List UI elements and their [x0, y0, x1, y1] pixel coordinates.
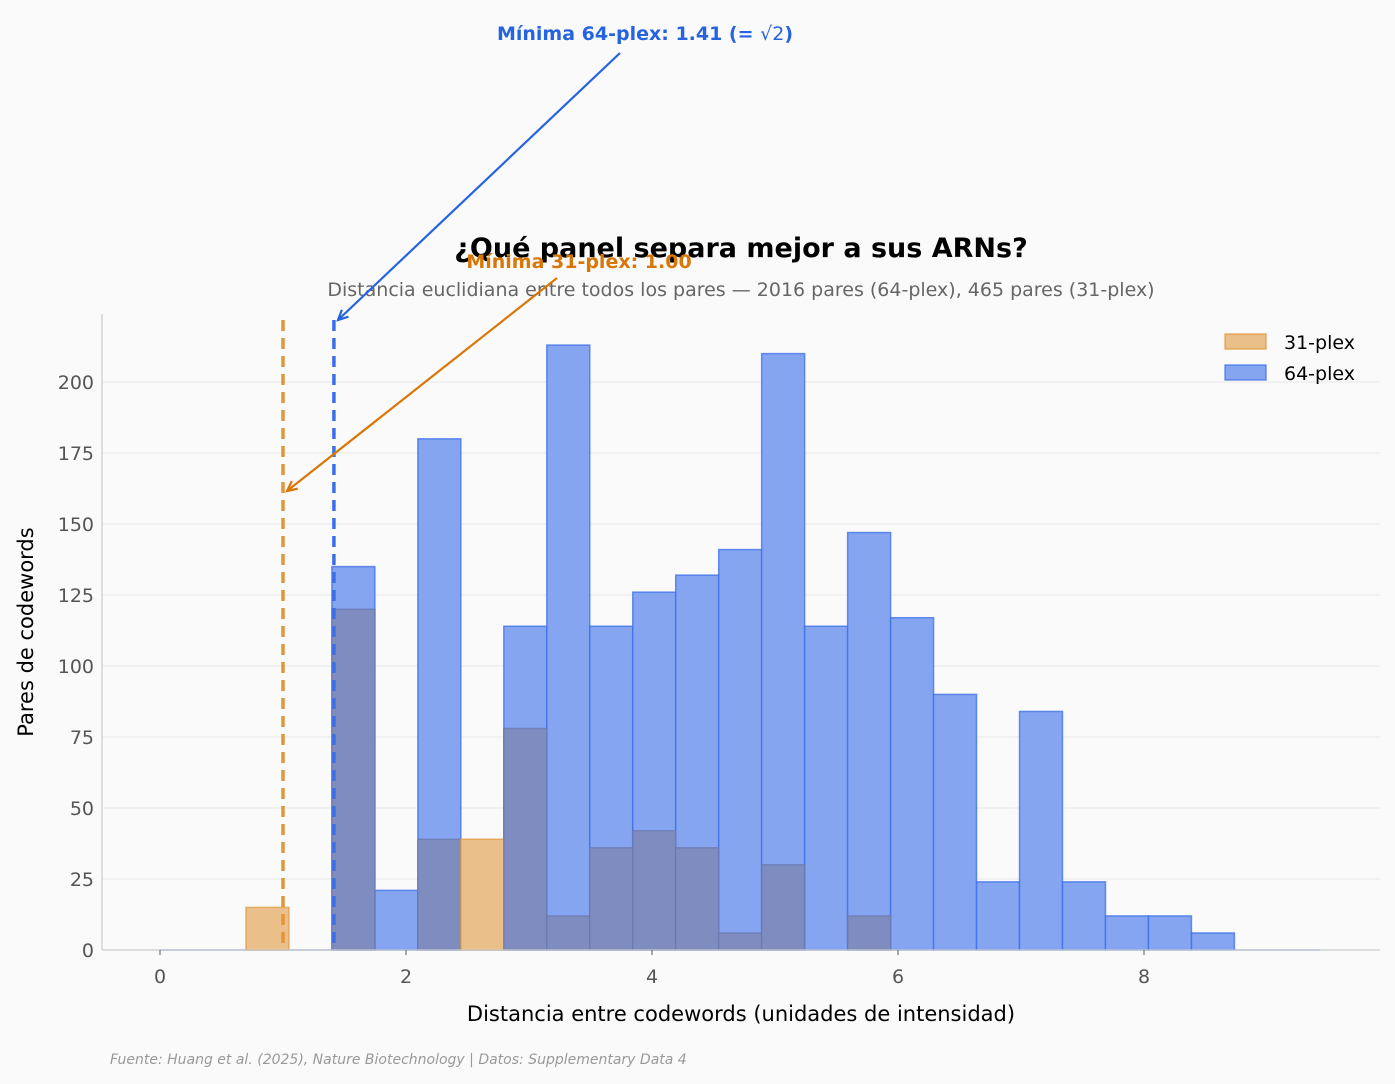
y-tick-label: 200 — [58, 372, 94, 394]
legend-swatch — [1224, 333, 1267, 350]
histogram-bar — [1147, 915, 1193, 951]
y-tick-label: 100 — [58, 656, 94, 678]
y-tick-label: 25 — [70, 869, 94, 891]
x-tick-label: 6 — [892, 966, 904, 988]
y-tick-label: 75 — [70, 727, 94, 749]
legend-swatch — [1224, 364, 1267, 381]
histogram-bar — [546, 344, 591, 951]
source-footer: Fuente: Huang et al. (2025), Nature Biot… — [110, 1052, 687, 1068]
legend: 31-plex 64-plex — [1224, 332, 1355, 385]
chart-subtitle: Distancia euclidiana entre todos los par… — [327, 279, 1154, 301]
annotation-31-plex: Mínima 31-plex: 1.00 — [466, 251, 691, 273]
histogram-bar — [846, 531, 892, 951]
y-tick-label: 0 — [82, 940, 94, 962]
legend-label: 31-plex — [1284, 332, 1355, 354]
histogram-bar — [975, 881, 1021, 951]
legend-label: 64-plex — [1284, 363, 1355, 385]
annotation-64-plex: Mínima 64-plex: 1.41 (= √2) — [497, 23, 793, 45]
histogram-bar — [846, 915, 892, 951]
histogram-bar — [245, 906, 290, 951]
x-tick-label: 8 — [1138, 966, 1150, 988]
histogram-bar — [546, 915, 591, 951]
histogram-bar — [760, 864, 806, 951]
histogram-bar — [803, 625, 849, 951]
x-tick-label: 0 — [154, 966, 166, 988]
arrow — [286, 277, 558, 492]
y-tick-label: 125 — [58, 585, 94, 607]
histogram-bar — [374, 889, 419, 951]
histogram-bar — [674, 847, 720, 951]
arrowhead-icon — [336, 309, 349, 322]
histogram-bar — [932, 693, 978, 951]
chart-title: ¿Qué panel separa mejor a sus ARNs? — [454, 233, 1028, 264]
annotation-arrows — [285, 52, 621, 493]
y-tick-label: 150 — [58, 514, 94, 536]
histogram-bar — [760, 352, 806, 951]
histogram-bar — [331, 608, 376, 951]
histogram-bar — [889, 616, 935, 951]
histogram-bar — [1018, 710, 1064, 951]
histogram-bar — [717, 548, 763, 951]
y-axis-label: Pares de codewords — [14, 527, 38, 736]
histogram-bar — [460, 838, 505, 951]
histogram-bar — [503, 727, 548, 951]
histogram-bar — [1104, 915, 1150, 951]
x-tick-label: 4 — [646, 966, 658, 988]
tick-labels: 0 2 4 6 8 0 25 50 75 100 125 150 175 200 — [58, 372, 1150, 988]
histogram-bar — [589, 847, 634, 951]
x-tick-label: 2 — [400, 966, 412, 988]
minimum-distance-lines — [281, 320, 336, 950]
y-tick-label: 175 — [58, 443, 94, 465]
x-axis-label: Distancia entre codewords (unidades de i… — [467, 1002, 1015, 1026]
histogram-bar — [417, 838, 462, 951]
histogram-bar — [1190, 932, 1236, 951]
histogram-bar — [1061, 881, 1107, 951]
arrowhead-icon — [285, 480, 298, 493]
arrow — [337, 52, 621, 321]
y-tick-label: 50 — [70, 798, 94, 820]
histogram-bar — [631, 829, 677, 951]
axes — [101, 314, 1380, 951]
histogram-bar — [717, 932, 763, 951]
